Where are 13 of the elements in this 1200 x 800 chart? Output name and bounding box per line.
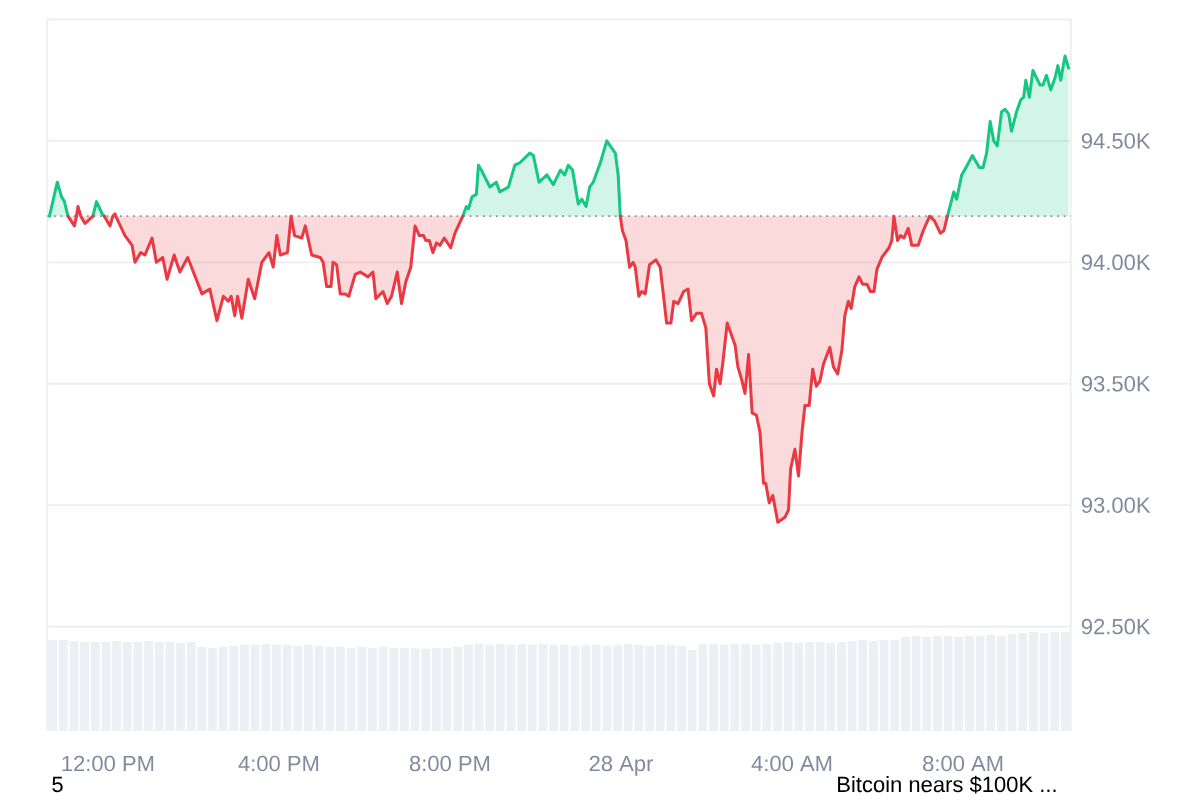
x-tick-label: 4:00 AM [751,755,832,772]
x-tick-label: 4:00 PM [238,755,319,772]
text: Bitcoin nears $100K ... [838,775,1056,794]
y-tick-label: 94.00K [1081,254,1151,271]
text: 5 [52,776,63,793]
x-tick-label: 8:00 PM [409,755,490,772]
y-tick-label: 93.50K [1081,375,1151,392]
x-tick-label: 8:00 AM [923,755,1003,772]
y-tick-label: 93.00K [1081,497,1151,513]
y-tick-label: 94.50K [1081,133,1151,149]
x-tick-label: 28 Apr [589,755,654,776]
y-tick-label: 92.50K [1081,618,1151,635]
x-tick-label: 12:00 PM [62,755,154,772]
